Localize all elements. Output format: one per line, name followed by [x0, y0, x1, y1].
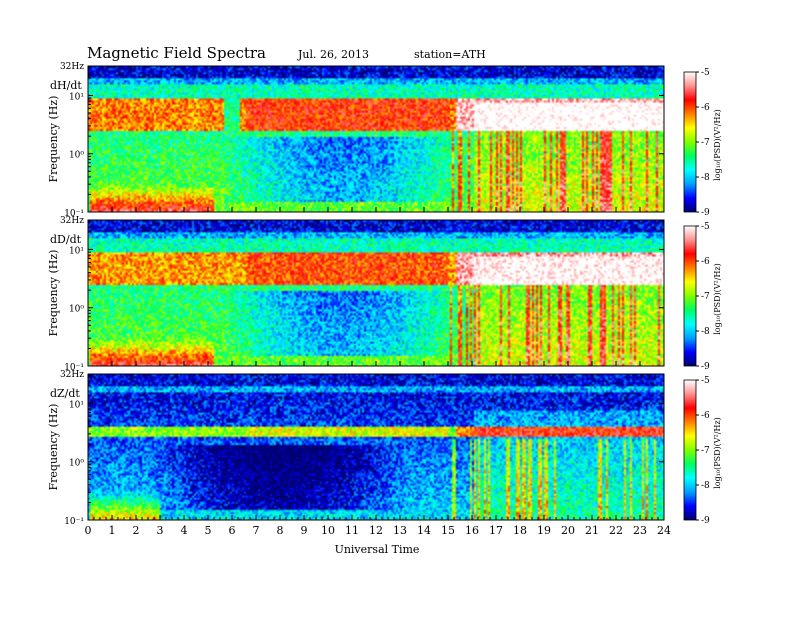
- cb-tick-label-1-4: -9: [701, 362, 710, 372]
- y-axis-label-0: Frequency (Hz): [47, 96, 60, 183]
- ytick-label-2-2: 10⁰: [69, 459, 84, 469]
- station-label: station=ATH: [414, 48, 486, 61]
- xtick-label-14: 14: [417, 524, 431, 537]
- ytick-label-2-3: 10⁻¹: [64, 517, 84, 527]
- xtick-label-4: 4: [181, 524, 188, 537]
- xtick-label-2: 2: [133, 524, 140, 537]
- xtick-label-17: 17: [489, 524, 503, 537]
- ytick-label-0-2: 10⁰: [69, 151, 84, 161]
- xtick-label-7: 7: [253, 524, 260, 537]
- date-label: Jul. 26, 2013: [297, 48, 369, 61]
- cb-tick-label-0-4: -9: [701, 208, 710, 218]
- xtick-label-10: 10: [321, 524, 335, 537]
- xtick-label-8: 8: [277, 524, 284, 537]
- xtick-label-24: 24: [657, 524, 671, 537]
- cb-tick-label-0-1: -6: [701, 103, 710, 113]
- ytick-label-0-1: 10¹: [69, 92, 84, 102]
- cb-tick-label-2-3: -8: [701, 481, 710, 491]
- xtick-label-20: 20: [561, 524, 575, 537]
- cb-tick-label-0-0: -5: [701, 68, 710, 78]
- spectrogram-2: [88, 374, 664, 520]
- cb-tick-label-0-3: -8: [701, 173, 710, 183]
- ytick-label-2-1: 10¹: [69, 400, 84, 410]
- xtick-label-1: 1: [109, 524, 116, 537]
- colorbar-2: [683, 379, 697, 521]
- xtick-label-22: 22: [609, 524, 623, 537]
- ytick-label-top-1: 32Hz: [60, 216, 84, 226]
- ytick-label-0-3: 10⁻¹: [64, 209, 84, 219]
- spectrogram-1: [88, 220, 664, 366]
- y-axis-label-1: Frequency (Hz): [47, 250, 60, 337]
- xtick-label-11: 11: [345, 524, 359, 537]
- cb-tick-label-1-0: -5: [701, 222, 710, 232]
- colorbar-1: [683, 225, 697, 367]
- cb-tick-label-2-1: -6: [701, 411, 710, 421]
- cb-tick-label-1-3: -8: [701, 327, 710, 337]
- xtick-label-0: 0: [85, 524, 92, 537]
- y-axis-label-2: Frequency (Hz): [47, 404, 60, 491]
- component-label-0: dH/dt: [50, 79, 82, 92]
- ytick-label-1-3: 10⁻¹: [64, 363, 84, 373]
- panel-0: dH/dt 32Hz 10¹ 10⁰ 10⁻¹ Frequency (Hz) -5 -6 -7 -…: [47, 62, 722, 219]
- xtick-label-18: 18: [513, 524, 527, 537]
- cb-tick-label-2-0: -5: [701, 376, 710, 386]
- xtick-label-9: 9: [301, 524, 308, 537]
- panel-1: dD/dt 32Hz 10¹ 10⁰ 10⁻¹ Frequency (Hz) -5 -6 -7 -…: [47, 216, 722, 373]
- ytick-label-top-0: 32Hz: [60, 62, 84, 72]
- cb-tick-label-2-2: -7: [701, 446, 710, 456]
- xtick-label-16: 16: [465, 524, 479, 537]
- cb-tick-label-1-1: -6: [701, 257, 710, 267]
- cb-tick-label-0-2: -7: [701, 138, 710, 148]
- xtick-label-19: 19: [537, 524, 551, 537]
- cb-tick-label-1-2: -7: [701, 292, 710, 302]
- xtick-label-15: 15: [441, 524, 455, 537]
- ytick-label-top-2: 32Hz: [60, 370, 84, 380]
- xtick-label-13: 13: [393, 524, 407, 537]
- ytick-label-1-2: 10⁰: [69, 305, 84, 315]
- xtick-label-6: 6: [229, 524, 236, 537]
- panel-2: dZ/dt 32Hz 10¹ 10⁰ 10⁻¹ Frequency (Hz) -5 -6 -7 -…: [47, 370, 722, 527]
- cb-tick-label-2-4: -9: [701, 516, 710, 526]
- xtick-label-12: 12: [369, 524, 383, 537]
- colorbar-label-0: log₁₀(PSD)(V²/Hz): [713, 109, 722, 181]
- spectrogram-0: [88, 66, 664, 212]
- colorbar-label-1: log₁₀(PSD)(V²/Hz): [713, 263, 722, 335]
- xtick-label-3: 3: [157, 524, 164, 537]
- x-axis-label: Universal Time: [335, 543, 420, 556]
- component-label-2: dZ/dt: [50, 387, 80, 400]
- xtick-label-21: 21: [585, 524, 599, 537]
- colorbar-0: [683, 71, 697, 213]
- figure-title: Magnetic Field Spectra: [87, 44, 266, 62]
- xtick-label-23: 23: [633, 524, 647, 537]
- ytick-label-1-1: 10¹: [69, 246, 84, 256]
- colorbar-label-2: log₁₀(PSD)(V²/Hz): [713, 417, 722, 489]
- component-label-1: dD/dt: [50, 233, 82, 246]
- xtick-label-5: 5: [205, 524, 212, 537]
